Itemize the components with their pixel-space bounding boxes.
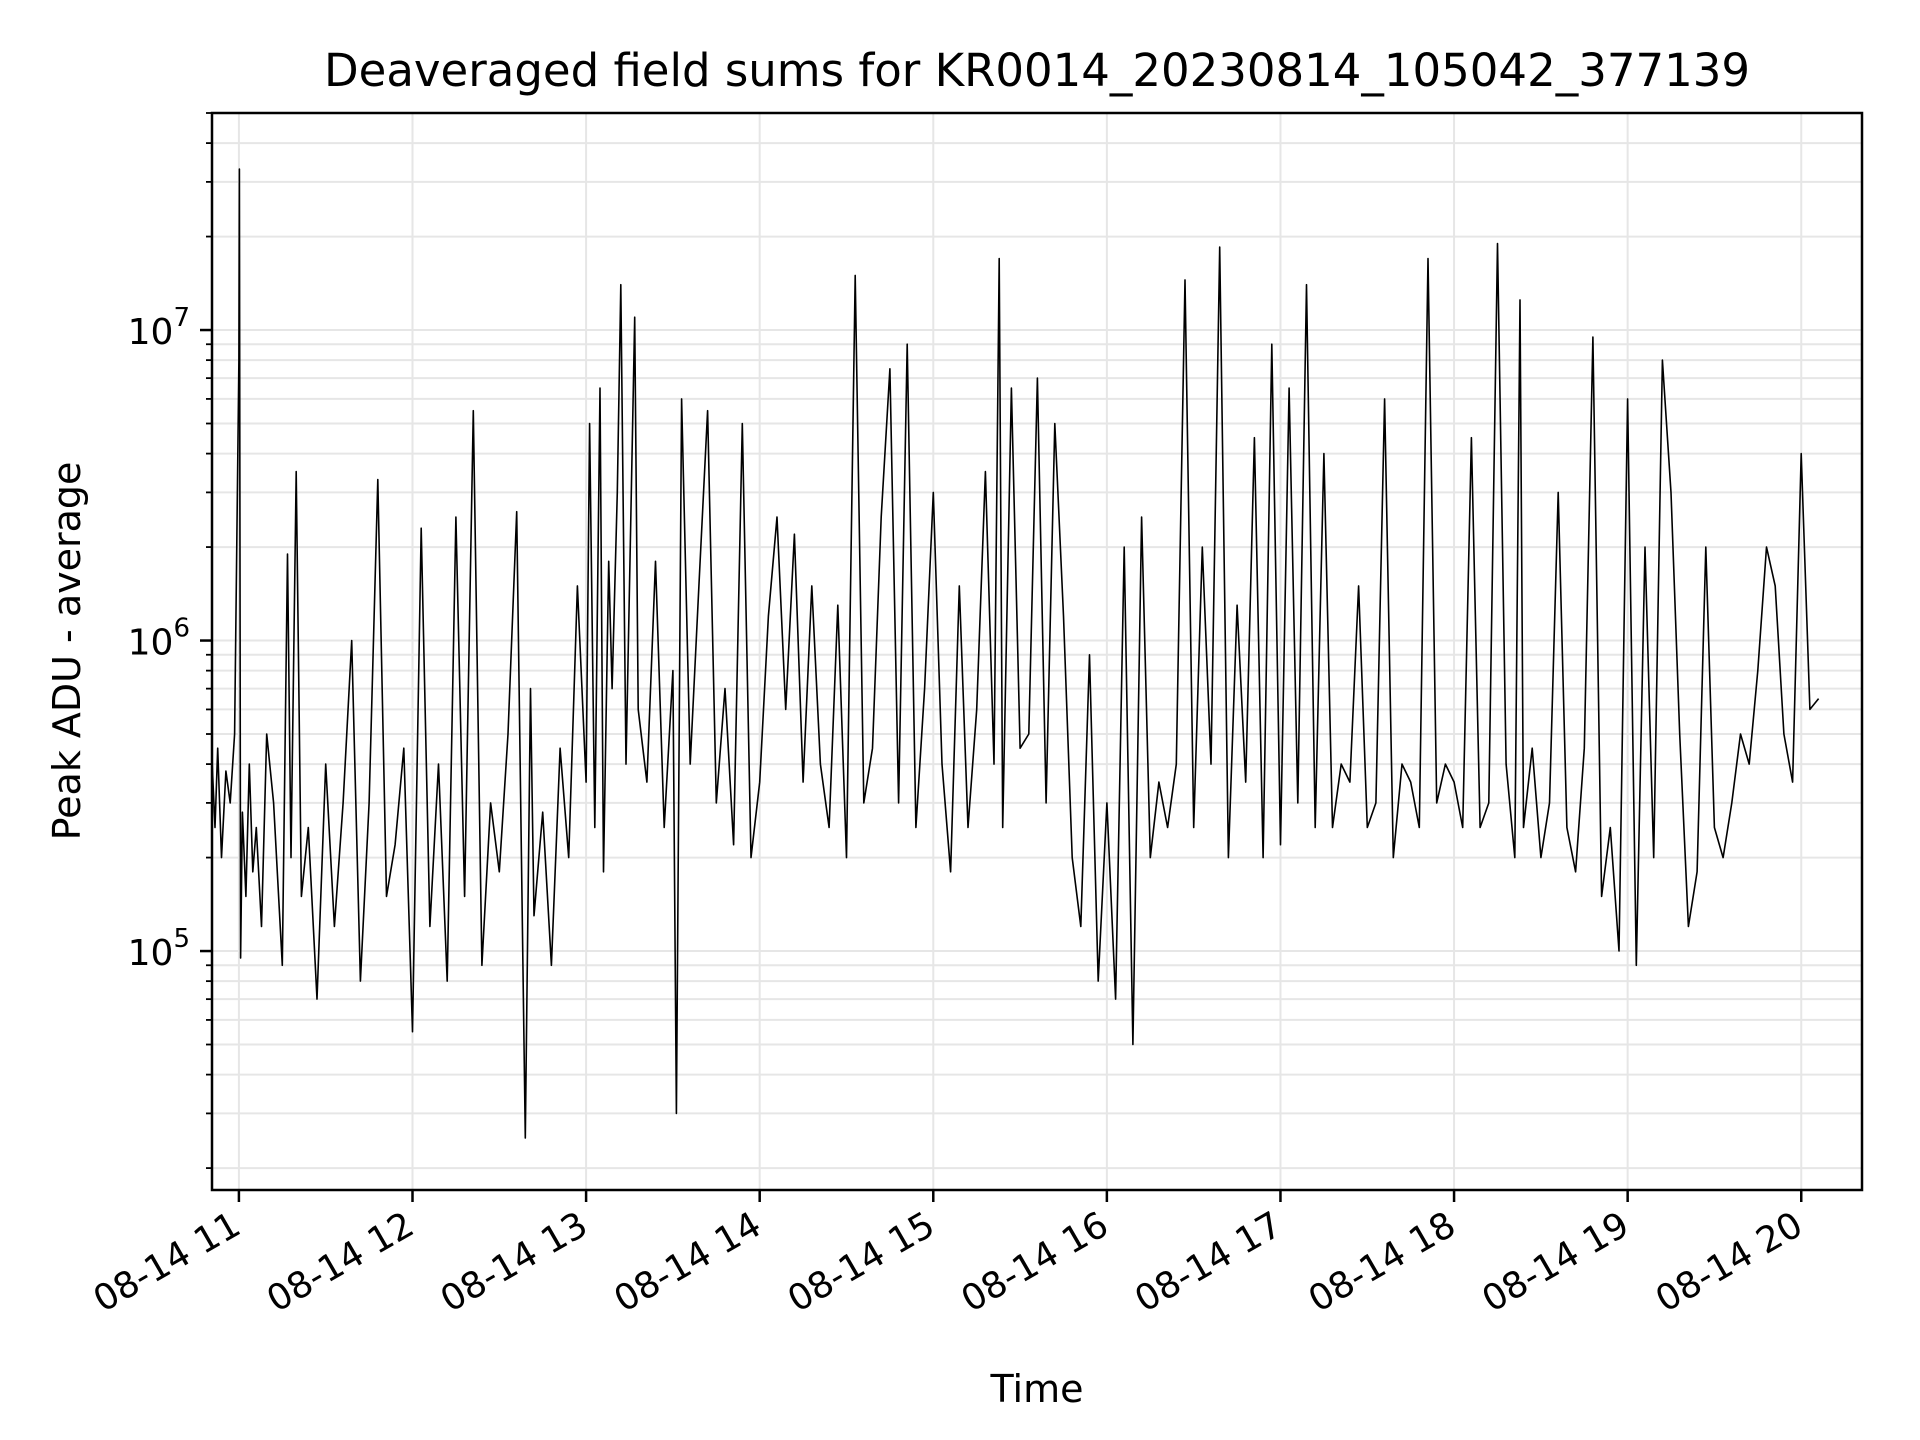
y-tick-base: 10 — [128, 312, 174, 353]
y-tick-exponent: 6 — [173, 614, 190, 644]
series-line — [211, 168, 1820, 1139]
tick-marks — [200, 112, 1803, 1202]
y-tick-label: 106 — [128, 614, 190, 664]
grid-lines — [212, 112, 1862, 1190]
y-axis-label: Peak ADU - average — [45, 462, 89, 841]
plot-frame — [210, 111, 1864, 1192]
series-layer — [211, 168, 1820, 1139]
y-tick-label: 107 — [128, 303, 190, 353]
y-tick-exponent: 5 — [173, 924, 190, 954]
y-tick-base: 10 — [128, 623, 174, 664]
y-tick-exponent: 7 — [173, 303, 190, 333]
x-axis-label: Time — [990, 1367, 1084, 1411]
y-tick-base: 10 — [128, 933, 174, 974]
chart-title: Deaveraged field sums for KR0014_2023081… — [324, 44, 1750, 97]
y-tick-label: 105 — [128, 924, 190, 974]
